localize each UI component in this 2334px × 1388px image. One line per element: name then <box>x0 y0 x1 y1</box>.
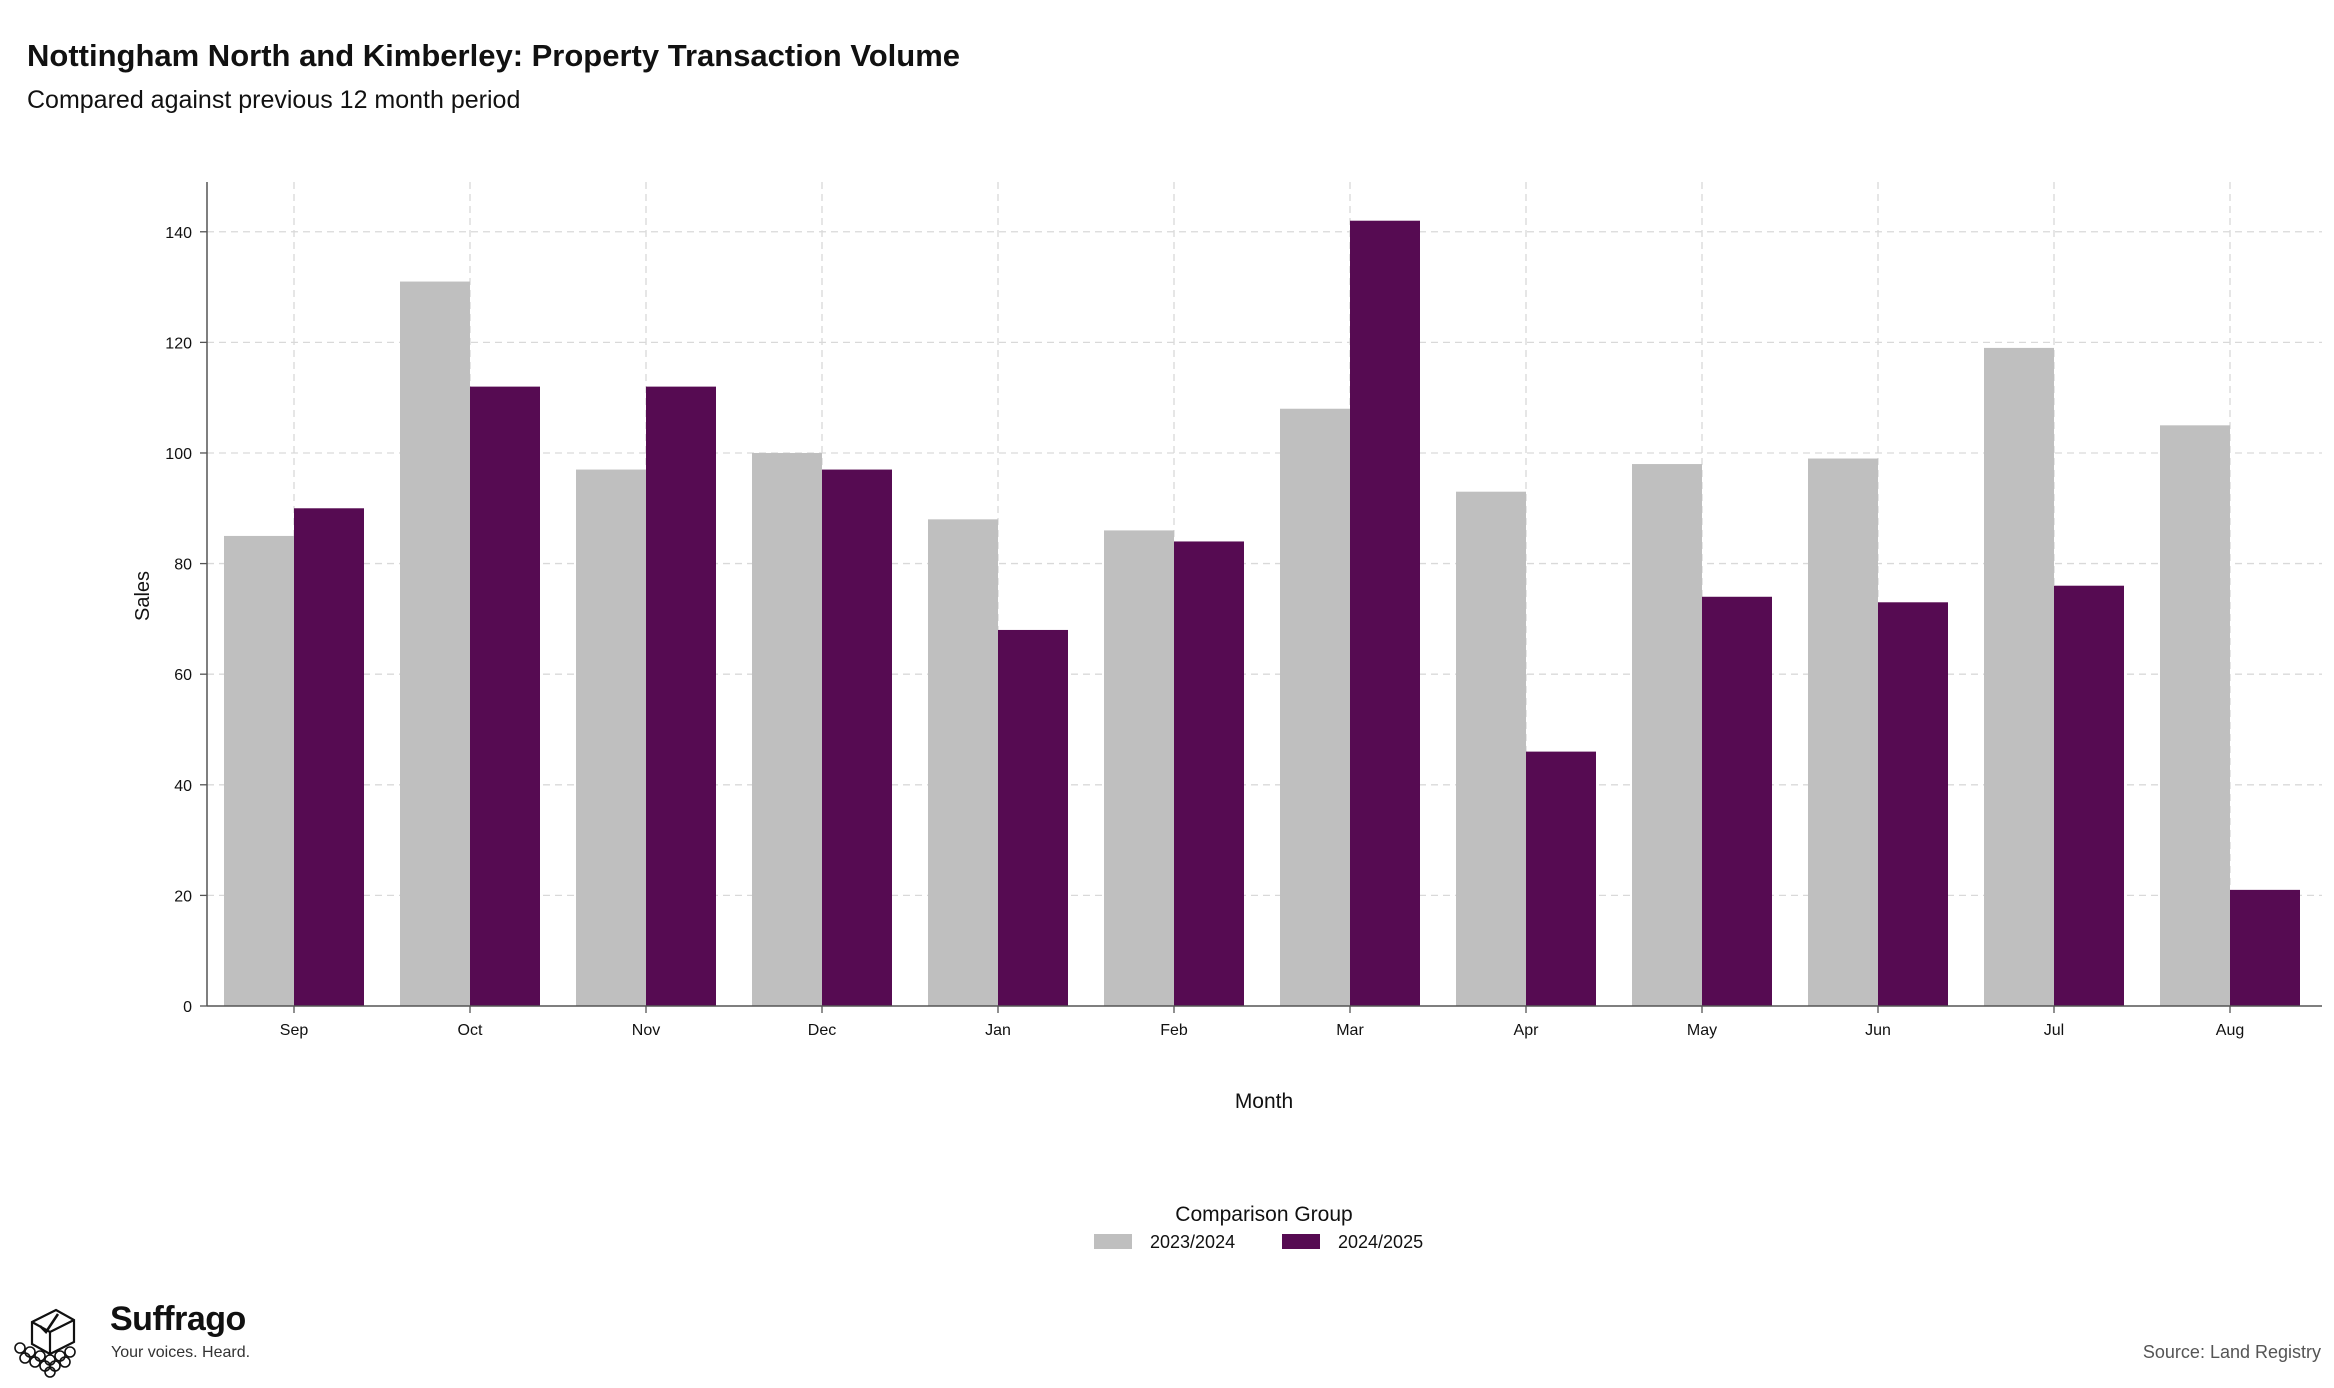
x-axis-label: Month <box>1235 1090 1293 1113</box>
bar-feb-2023-2024 <box>1104 530 1174 1006</box>
bars <box>224 220 2300 1007</box>
x-tick-label: Jan <box>985 1022 1011 1039</box>
bar-apr-2024-2025 <box>1526 751 1596 1006</box>
bar-may-2023-2024 <box>1632 464 1702 1006</box>
bar-aug-2023-2024 <box>2160 425 2230 1006</box>
legend: Comparison Group 2023/2024 2024/2025 <box>1094 1203 1423 1252</box>
x-tick-label: Apr <box>1514 1022 1540 1039</box>
chart-title: Nottingham North and Kimberley: Property… <box>27 38 960 73</box>
bar-dec-2024-2025 <box>822 469 892 1007</box>
y-tick-label: 40 <box>174 778 192 795</box>
bar-jun-2024-2025 <box>1878 602 1948 1006</box>
bar-may-2024-2025 <box>1702 596 1772 1006</box>
bar-jul-2023-2024 <box>1984 347 2054 1007</box>
bar-sep-2023-2024 <box>224 535 294 1006</box>
axes <box>206 182 2322 1007</box>
y-tick-label: 120 <box>165 335 192 352</box>
x-tick-label: Feb <box>1160 1022 1188 1039</box>
brand-tagline: Your voices. Heard. <box>111 1344 251 1361</box>
y-tick-label: 60 <box>174 667 192 684</box>
bar-apr-2023-2024 <box>1456 491 1526 1006</box>
bar-mar-2023-2024 <box>1280 408 1350 1006</box>
legend-label-2024-2025: 2024/2025 <box>1338 1232 1423 1252</box>
bar-jan-2023-2024 <box>928 519 998 1006</box>
x-tick-label: Jun <box>1865 1022 1891 1039</box>
x-tick-label: Nov <box>632 1022 660 1039</box>
legend-swatch-2023-2024 <box>1094 1234 1132 1249</box>
bar-sep-2024-2025 <box>294 508 364 1006</box>
brand-name: Suffrago <box>110 1300 246 1338</box>
y-tick-label: 20 <box>174 888 192 905</box>
chart-subtitle: Compared against previous 12 month perio… <box>27 86 521 114</box>
source-note: Source: Land Registry <box>2142 1342 2321 1362</box>
x-ticks: Sep Oct Nov Dec Jan Feb Mar Apr May Jun Jul Aug <box>280 1006 2244 1039</box>
bar-aug-2024-2025 <box>2230 889 2300 1006</box>
y-ticks: 0 20 40 60 80 100 120 140 <box>165 225 207 1016</box>
bar-oct-2023-2024 <box>400 281 470 1007</box>
bar-nov-2024-2025 <box>646 386 716 1007</box>
legend-swatch-2024-2025 <box>1282 1234 1320 1249</box>
legend-title: Comparison Group <box>1175 1203 1352 1226</box>
y-tick-label: 140 <box>165 225 192 242</box>
suffrago-logo-icon <box>14 1308 76 1378</box>
bar-jul-2024-2025 <box>2054 585 2124 1006</box>
bar-mar-2024-2025 <box>1350 220 1420 1006</box>
x-tick-label: Aug <box>2216 1022 2244 1039</box>
x-tick-label: Mar <box>1336 1022 1364 1039</box>
y-axis-label: Sales <box>132 571 154 621</box>
x-tick-label: Jul <box>2044 1022 2064 1039</box>
x-tick-label: May <box>1687 1022 1717 1039</box>
x-tick-label: Oct <box>458 1022 483 1039</box>
bar-oct-2024-2025 <box>470 386 540 1007</box>
bar-jun-2023-2024 <box>1808 458 1878 1006</box>
bar-dec-2023-2024 <box>752 452 822 1006</box>
legend-label-2023-2024: 2023/2024 <box>1150 1232 1235 1252</box>
y-tick-label: 80 <box>174 557 192 574</box>
bar-chart: 0 20 40 60 80 100 120 140 Sep Oct Nov Dec Jan Feb Mar… <box>132 182 2322 1252</box>
x-tick-label: Dec <box>808 1022 836 1039</box>
x-tick-label: Sep <box>280 1022 309 1039</box>
bar-jan-2024-2025 <box>998 629 1068 1006</box>
y-tick-label: 100 <box>165 446 192 463</box>
bar-feb-2024-2025 <box>1174 541 1244 1006</box>
bar-nov-2023-2024 <box>576 469 646 1007</box>
y-tick-label: 0 <box>183 999 192 1016</box>
